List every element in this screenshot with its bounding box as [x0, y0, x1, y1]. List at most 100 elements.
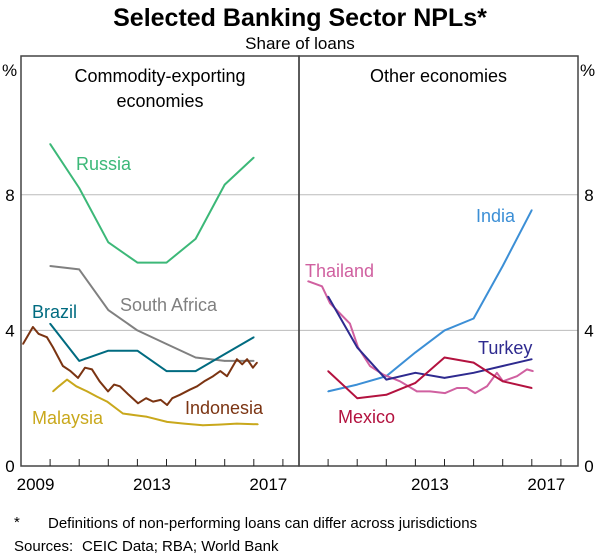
- series-label-india: India: [476, 206, 516, 226]
- data-point-russia: [49, 143, 51, 145]
- y-tick-right-8: 8: [584, 186, 593, 205]
- data-point-russia: [107, 241, 110, 244]
- data-point-india: [531, 209, 533, 211]
- data-point-indonesia: [212, 375, 214, 377]
- x-tick-label-2009: 2009: [17, 475, 55, 494]
- data-point-indonesia: [179, 394, 181, 396]
- data-point-russia: [78, 187, 80, 189]
- data-point-thailand: [486, 385, 488, 388]
- data-point-south-africa: [223, 360, 226, 362]
- panel-title-2: Other economies: [370, 66, 507, 86]
- data-point-south-africa: [165, 343, 168, 345]
- data-point-malaysia: [75, 385, 78, 388]
- data-point-mexico: [472, 361, 475, 364]
- data-point-malaysia: [218, 423, 220, 426]
- data-point-indonesia: [203, 380, 206, 383]
- data-point-indonesia: [219, 370, 222, 372]
- data-point-indonesia: [84, 366, 86, 369]
- data-point-malaysia: [106, 400, 108, 403]
- y-tick-right-0: 0: [584, 457, 593, 476]
- data-point-malaysia: [257, 423, 259, 426]
- series-line-turkey: [327, 296, 533, 381]
- data-point-south-africa: [107, 309, 110, 311]
- data-point-indonesia: [37, 332, 40, 335]
- data-point-india: [501, 265, 504, 267]
- data-point-indonesia: [77, 377, 79, 379]
- data-point-thailand: [399, 380, 401, 383]
- data-point-mexico: [443, 356, 446, 359]
- data-point-indonesia: [241, 363, 243, 366]
- data-point-malaysia: [202, 424, 204, 427]
- data-point-thailand: [369, 365, 371, 367]
- data-point-indonesia: [226, 375, 228, 377]
- data-point-turkey: [356, 346, 359, 349]
- data-point-indonesia: [166, 404, 168, 406]
- x-tick-label-2013: 2013: [133, 475, 171, 494]
- data-point-thailand: [496, 371, 498, 374]
- data-point-india: [472, 317, 475, 320]
- sources-label: Sources:: [14, 538, 73, 555]
- data-point-india: [414, 351, 417, 354]
- series-label-russia: Russia: [76, 154, 132, 174]
- data-point-thailand: [307, 280, 309, 283]
- data-point-indonesia: [91, 368, 93, 371]
- data-point-south-africa: [194, 356, 197, 359]
- data-point-russia: [136, 261, 139, 264]
- chart-subtitle: Share of loans: [245, 34, 355, 53]
- data-point-brazil: [223, 353, 226, 355]
- x-tick-label-2013: 2013: [411, 475, 449, 494]
- data-point-thailand: [526, 368, 528, 371]
- data-point-malaysia: [166, 421, 168, 423]
- data-point-mexico: [356, 397, 359, 400]
- data-point-mexico: [501, 380, 504, 383]
- data-point-indonesia: [252, 366, 254, 369]
- data-point-turkey: [531, 358, 533, 361]
- data-point-thailand: [321, 285, 323, 288]
- data-point-indonesia: [127, 394, 130, 396]
- data-point-malaysia: [66, 378, 68, 381]
- data-point-india: [356, 383, 359, 386]
- data-point-thailand: [516, 375, 518, 377]
- data-point-indonesia: [152, 400, 154, 403]
- data-point-indonesia: [137, 402, 139, 405]
- data-point-indonesia: [32, 326, 34, 328]
- series-line-malaysia: [52, 378, 258, 427]
- data-point-malaysia: [86, 390, 88, 393]
- series-label-turkey: Turkey: [478, 338, 532, 358]
- series-line-mexico: [327, 356, 533, 400]
- data-point-indonesia: [119, 385, 121, 388]
- data-point-thailand: [456, 387, 458, 389]
- series-label-south-africa: South Africa: [120, 295, 218, 315]
- x-tick-label-2017: 2017: [527, 475, 565, 494]
- data-point-indonesia: [196, 385, 198, 388]
- data-point-indonesia: [246, 358, 248, 361]
- data-point-thailand: [349, 322, 351, 325]
- y-tick-left-0: 0: [5, 457, 14, 476]
- panel-title-1: economies: [116, 91, 203, 111]
- data-point-south-africa: [253, 360, 255, 362]
- data-point-brazil: [165, 370, 168, 372]
- data-point-south-africa: [136, 329, 139, 332]
- data-point-brazil: [253, 336, 255, 338]
- series-label-malaysia: Malaysia: [32, 408, 104, 428]
- data-point-thailand: [466, 387, 468, 389]
- data-point-brazil: [78, 360, 80, 362]
- data-point-malaysia: [146, 416, 148, 418]
- data-point-malaysia: [133, 414, 136, 416]
- data-point-brazil: [194, 370, 197, 372]
- data-point-india: [443, 329, 446, 332]
- series-line-south-africa: [49, 265, 254, 362]
- data-point-thailand: [329, 302, 331, 305]
- y-unit-left: %: [2, 61, 17, 80]
- data-point-brazil: [49, 322, 51, 325]
- series-label-mexico: Mexico: [338, 407, 395, 427]
- data-point-mexico: [531, 387, 533, 389]
- data-point-russia: [194, 238, 197, 240]
- series-line-brazil: [49, 322, 255, 373]
- series-line-india: [327, 209, 533, 393]
- data-point-thailand: [474, 392, 476, 394]
- sources: CEIC Data; RBA; World Bank: [82, 538, 279, 555]
- series-line-russia: [49, 143, 255, 264]
- data-point-russia: [253, 156, 255, 159]
